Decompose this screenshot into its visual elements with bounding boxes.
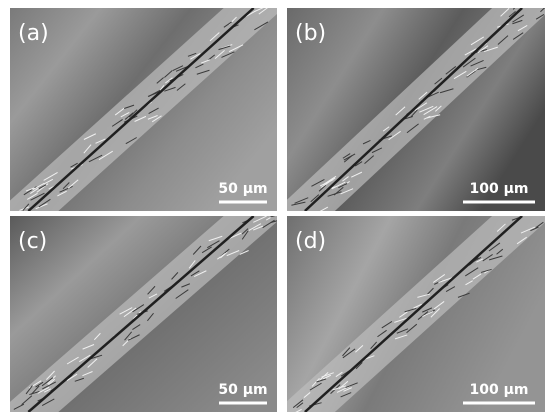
panel-label: (a)	[18, 21, 49, 46]
panel-label: (d)	[295, 229, 326, 254]
scale-bar-label: 100 µm	[470, 382, 529, 398]
sem-panel: (c) 50 µm	[0, 206, 284, 412]
figure: (a) 50 µm (b) 100 µm (c) 50 µm (d) 100 µm	[0, 0, 550, 419]
sem-panel: (b) 100 µm	[275, 2, 550, 212]
scale-bar-label: 50 µm	[218, 181, 267, 197]
scale-bar-label: 100 µm	[470, 181, 529, 197]
sem-panel: (a) 50 µm	[0, 7, 284, 211]
panel-label: (b)	[295, 21, 326, 46]
scale-bar-label: 50 µm	[218, 382, 267, 398]
sem-panel: (d) 100 µm	[275, 207, 550, 414]
panel-label: (c)	[18, 229, 47, 254]
